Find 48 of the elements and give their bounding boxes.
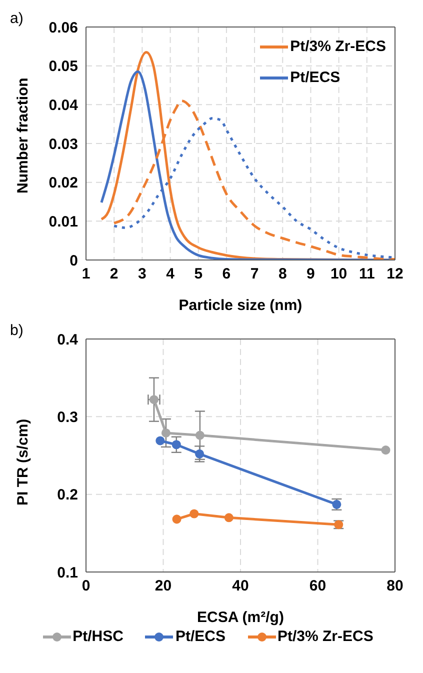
y-tick-label: 0.01 xyxy=(48,213,78,230)
y-tick-label: 0.2 xyxy=(57,486,78,504)
y-tick-label: 0.03 xyxy=(48,136,78,153)
x-tick-label: 20 xyxy=(154,578,172,595)
point xyxy=(195,449,204,458)
legend-label: Pt/3% Zr-ECS xyxy=(278,628,374,645)
x-tick-label: 6 xyxy=(222,266,231,283)
x-tick-label: 5 xyxy=(194,266,203,283)
y-tick-label: 0.3 xyxy=(57,408,78,426)
y-axis-title: PI TR (s/cm) xyxy=(14,418,32,506)
x-axis-title: Particle size (nm) xyxy=(178,297,302,314)
y-tick-label: 0.02 xyxy=(48,174,78,192)
x-axis-title: ECSA (m²/g) xyxy=(197,609,284,626)
x-tick-label: 9 xyxy=(306,266,315,283)
y-axis-title: Number fraction xyxy=(14,78,32,194)
point xyxy=(224,513,234,522)
x-tick-label: 1 xyxy=(82,266,90,283)
point xyxy=(195,430,204,440)
y-tick-label: 0.05 xyxy=(48,58,78,76)
point xyxy=(161,428,170,438)
x-tick-label: 80 xyxy=(386,578,404,595)
y-tick-label: 0 xyxy=(70,252,78,270)
legend-label: Pt/ECS xyxy=(175,628,226,645)
x-tick-label: 7 xyxy=(250,266,259,283)
y-tick-label: 0.06 xyxy=(48,19,78,36)
x-tick-label: 4 xyxy=(166,266,176,283)
point xyxy=(172,440,181,450)
x-tick-label: 10 xyxy=(330,266,348,283)
y-tick-label: 0.1 xyxy=(57,564,78,582)
x-tick-label: 12 xyxy=(386,266,404,283)
legend-label: Pt/ECS xyxy=(290,69,340,86)
x-tick-label: 40 xyxy=(232,578,249,595)
x-tick-label: 2 xyxy=(110,266,118,283)
x-tick-label: 8 xyxy=(278,266,287,283)
x-tick-label: 11 xyxy=(358,266,375,283)
chart-title: a) xyxy=(10,10,24,27)
chart-title: b) xyxy=(10,322,24,339)
point xyxy=(381,446,390,455)
x-tick-label: 0 xyxy=(82,578,90,595)
point xyxy=(190,509,199,518)
x-tick-label: 60 xyxy=(309,578,326,595)
y-tick-label: 0.4 xyxy=(57,331,79,348)
legend-label: Pt/3% Zr-ECS xyxy=(290,38,386,55)
legend-label: Pt/HSC xyxy=(72,628,124,645)
x-tick-label: 3 xyxy=(138,266,146,283)
point xyxy=(172,514,182,524)
point xyxy=(156,436,165,446)
y-tick-label: 0.04 xyxy=(48,96,79,114)
